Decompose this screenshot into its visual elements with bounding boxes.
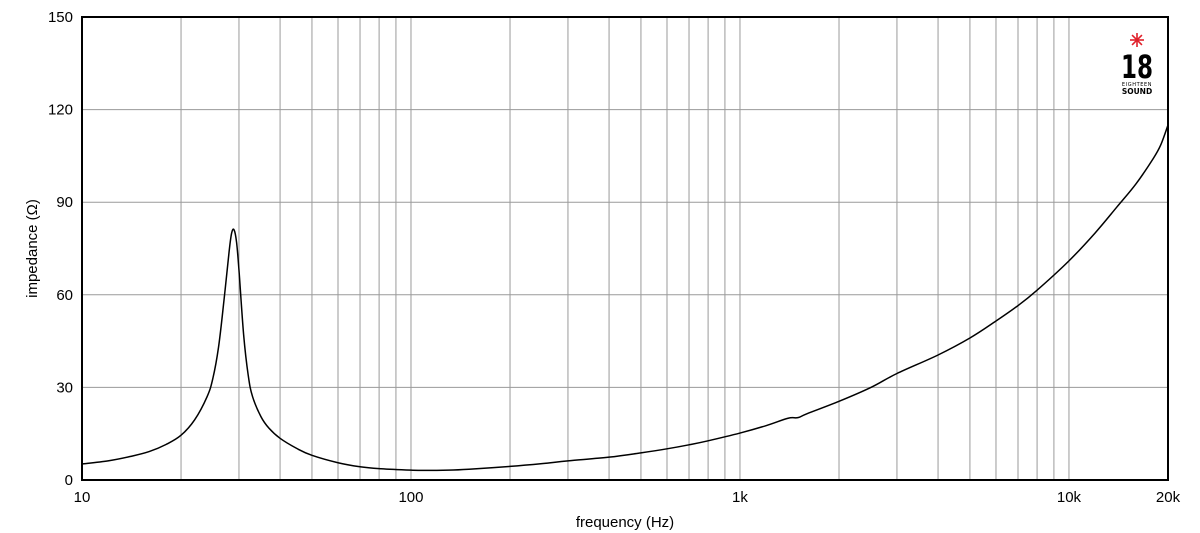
y-axis-label: impedance (Ω) [24, 199, 41, 298]
plot-frame [81, 16, 1169, 481]
x-tick-label: 1k [732, 489, 748, 506]
x-tick-label: 10k [1057, 489, 1082, 506]
eighteen-sound-logo: 18 EIGHTEEN SOUND [1121, 33, 1153, 96]
y-tick-label: 120 [48, 102, 73, 119]
y-tick-label: 0 [65, 472, 73, 489]
x-tick-label: 20k [1156, 489, 1181, 506]
y-tick-label: 30 [56, 379, 73, 396]
y-tick-label: 90 [56, 194, 73, 211]
y-tick-label: 60 [56, 287, 73, 304]
y-tick-label: 150 [48, 9, 73, 26]
impedance-series [81, 124, 1169, 472]
logo-line-2: SOUND [1122, 87, 1152, 96]
star-ray [1131, 34, 1143, 46]
x-tick-label: 100 [398, 489, 423, 506]
star-icon [1130, 33, 1144, 47]
logo-line-1: EIGHTEEN [1122, 82, 1152, 88]
x-tick-labels: 10 100 1k 10k 20k [74, 489, 1181, 506]
y-tick-labels: 0 30 60 90 120 150 [48, 9, 73, 489]
grid-lines [82, 17, 1168, 480]
x-axis-label: frequency (Hz) [576, 514, 674, 531]
impedance-curve [81, 124, 1169, 472]
x-tick-label: 10 [74, 489, 91, 506]
logo-mark: 18 [1121, 48, 1153, 86]
